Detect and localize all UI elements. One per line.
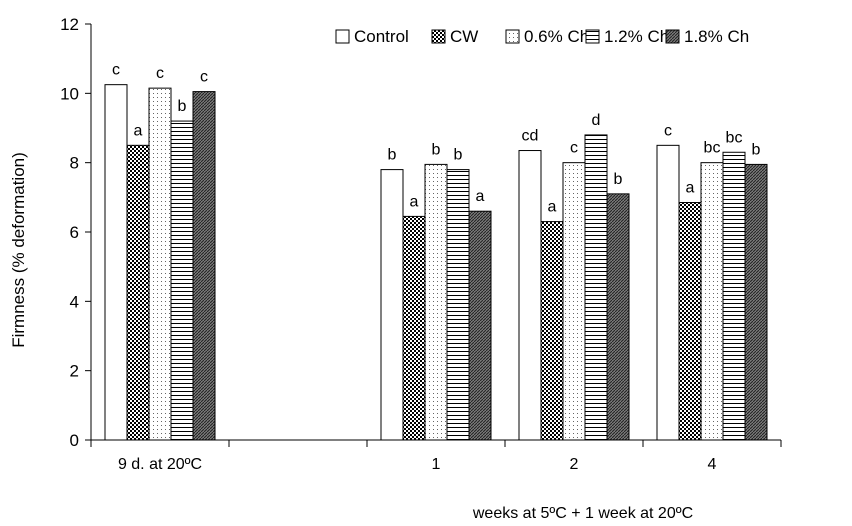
significance-letter: bc	[704, 140, 721, 157]
significance-letter: b	[454, 147, 463, 164]
significance-letter: a	[476, 188, 485, 205]
x-category-label: 2	[570, 456, 579, 473]
bar	[744, 163, 768, 441]
y-tick-label: 12	[60, 15, 79, 34]
significance-letter: d	[592, 112, 601, 129]
y-axis-label: Firmness (% deformation)	[9, 152, 28, 348]
y-tick-label: 4	[70, 292, 79, 311]
legend: Control CW 0.6% Ch 1.2% Ch 1.8% Ch	[335, 27, 749, 46]
y-tick-label: 0	[70, 431, 79, 450]
legend-swatch	[431, 29, 446, 44]
bar	[722, 151, 746, 441]
legend-swatch	[585, 29, 600, 44]
legend-label: 0.6% Ch	[524, 27, 589, 46]
bar	[606, 193, 630, 441]
y-tick-label: 2	[70, 362, 79, 381]
bar	[380, 169, 404, 441]
significance-letter: c	[156, 65, 164, 82]
bar	[446, 169, 470, 441]
significance-letter: b	[432, 141, 441, 158]
legend-swatch	[505, 29, 520, 44]
bars	[104, 84, 768, 441]
bar	[678, 202, 702, 441]
bar	[700, 162, 724, 441]
significance-letter: a	[134, 122, 143, 139]
bar	[656, 144, 680, 441]
x-category-label: 4	[708, 456, 717, 473]
bar	[584, 134, 608, 441]
x-category-label: 9 d. at 20ºC	[118, 456, 202, 473]
significance-letter: c	[664, 122, 672, 139]
bar	[104, 84, 128, 441]
y-axis: 0 2 4 6 8 10 12	[60, 15, 92, 450]
y-tick-label: 6	[70, 223, 79, 242]
significance-letter: b	[752, 141, 761, 158]
legend-label: 1.2% Ch	[604, 27, 669, 46]
x-axis-label: weeks at 5ºC + 1 week at 20ºC	[472, 505, 693, 522]
legend-label: 1.8% Ch	[684, 27, 749, 46]
bar	[148, 87, 172, 441]
significance-letter: a	[686, 180, 695, 197]
x-category-label: 1	[432, 456, 441, 473]
legend-swatch	[665, 29, 680, 44]
significance-letter: c	[570, 140, 578, 157]
significance-letter: b	[388, 147, 397, 164]
bar	[424, 163, 448, 441]
x-axis: 9 d. at 20ºC 1 2 4	[90, 439, 782, 473]
significance-letter: c	[112, 62, 120, 79]
significance-letter: a	[410, 193, 419, 210]
bar	[170, 120, 194, 441]
legend-label: CW	[450, 27, 478, 46]
bar	[468, 210, 492, 441]
bar	[562, 162, 586, 441]
bar	[192, 91, 216, 441]
significance-letter: b	[614, 171, 623, 188]
bar	[126, 144, 150, 441]
significance-letter: cd	[522, 128, 539, 145]
y-tick-label: 8	[70, 154, 79, 173]
bar	[518, 150, 542, 441]
significance-letter: b	[178, 98, 187, 115]
significance-letter: c	[200, 69, 208, 86]
legend-label: Control	[354, 27, 409, 46]
significance-letter: bc	[726, 129, 743, 146]
y-tick-label: 10	[60, 84, 79, 103]
significance-letter: a	[548, 199, 557, 216]
bar	[540, 221, 564, 441]
bar	[402, 215, 426, 441]
legend-swatch	[335, 29, 350, 44]
